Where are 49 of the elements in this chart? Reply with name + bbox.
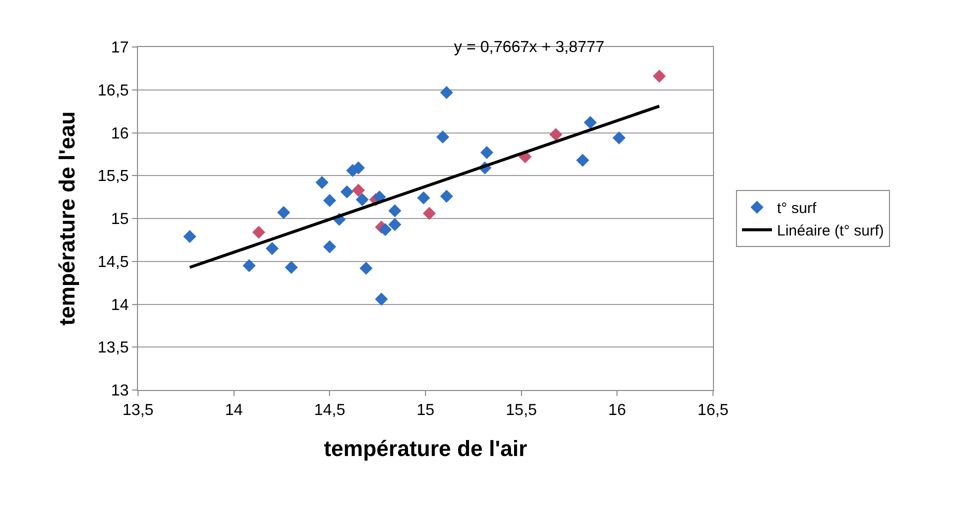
point xyxy=(612,131,626,144)
x-tick-label: 16 xyxy=(608,402,626,420)
point xyxy=(584,116,597,129)
x-tick-label: 16,5 xyxy=(697,402,729,420)
point xyxy=(323,194,336,207)
point xyxy=(652,70,666,83)
point xyxy=(440,190,454,203)
y-tick-label: 15,5 xyxy=(98,168,129,186)
point xyxy=(183,230,196,244)
legend-label: t° surf xyxy=(777,200,818,218)
y-axis-title: température de l'eau xyxy=(54,111,80,326)
point xyxy=(440,86,454,99)
point xyxy=(323,240,336,254)
y-tick-label: 17 xyxy=(111,40,129,57)
point xyxy=(436,130,450,144)
x-axis-title: température de l'air xyxy=(324,436,528,462)
point xyxy=(417,191,430,204)
point xyxy=(374,292,388,306)
y-tick-label: 13 xyxy=(111,382,129,400)
point xyxy=(277,206,290,219)
point xyxy=(422,206,436,220)
y-tick-label: 14,5 xyxy=(98,254,129,271)
point xyxy=(356,193,369,206)
y-tick-label: 16 xyxy=(111,125,129,142)
point xyxy=(576,154,590,167)
point xyxy=(378,223,392,236)
point xyxy=(242,259,256,272)
y-tick-label: 14 xyxy=(111,296,129,314)
x-tick-label: 13,5 xyxy=(122,402,154,420)
y-tick-label: 15 xyxy=(111,211,129,228)
point xyxy=(388,218,402,231)
point xyxy=(360,262,373,275)
x-tick-label: 15,5 xyxy=(506,402,537,420)
x-tick-label: 15 xyxy=(416,402,434,420)
x-tick-label: 14,5 xyxy=(314,402,346,420)
point xyxy=(316,176,328,189)
y-tick-label: 16,5 xyxy=(98,82,129,100)
point xyxy=(480,146,494,159)
x-tick-label: 14 xyxy=(224,402,243,420)
point xyxy=(284,260,298,274)
annotation: y = 0,7667x + 3,8777 xyxy=(454,39,604,56)
legend-label: Linéaire (t° surf) xyxy=(777,222,884,240)
point xyxy=(352,184,365,197)
point xyxy=(388,204,402,218)
point xyxy=(266,242,279,256)
point xyxy=(252,226,266,239)
point xyxy=(340,185,354,198)
y-tick-label: 13,5 xyxy=(98,340,129,357)
point xyxy=(549,128,562,141)
